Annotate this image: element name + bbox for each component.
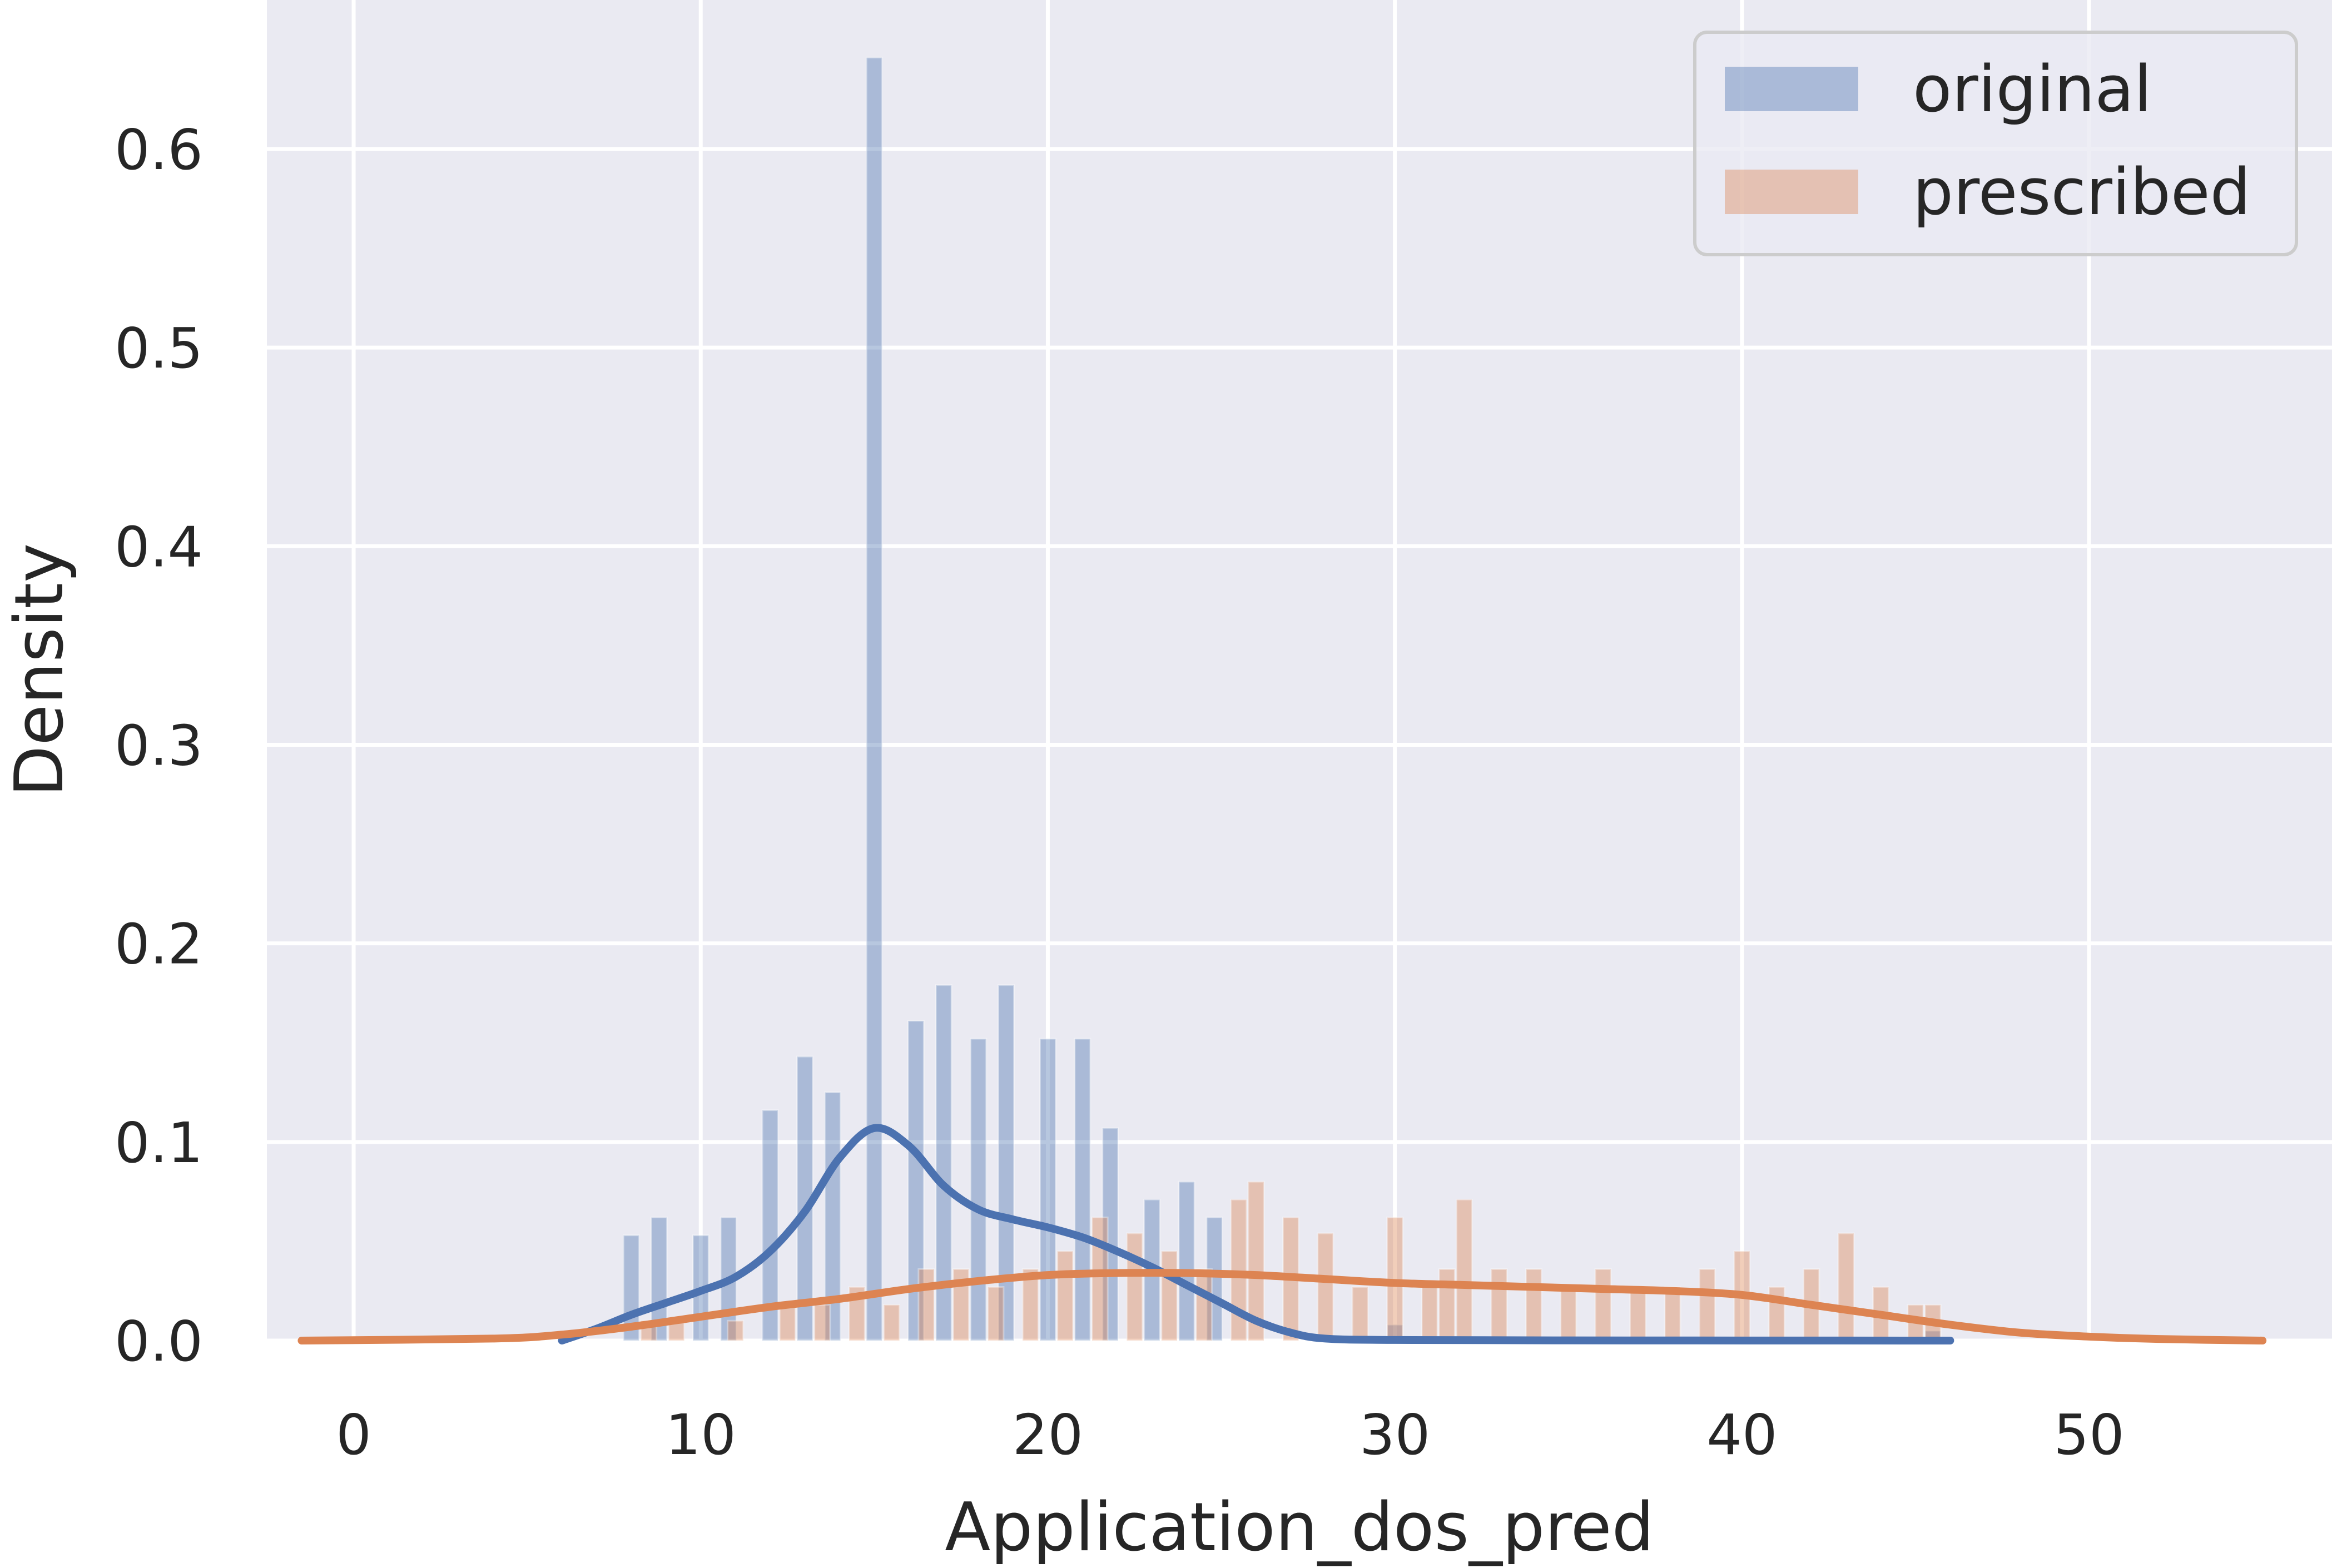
legend-swatch-prescribed [1725, 170, 1858, 214]
x-tick-label-30: 30 [1359, 1402, 1430, 1467]
hist-bar-prescribed-24 [1455, 1198, 1473, 1342]
hist-bar-prescribed-22 [1421, 1286, 1438, 1342]
hist-bar-prescribed-15 [1195, 1268, 1213, 1342]
legend-swatch-original [1725, 67, 1858, 111]
x-tick-label-20: 20 [1013, 1402, 1083, 1467]
hist-bar-prescribed-11 [1056, 1250, 1074, 1342]
x-tick-label-0: 0 [336, 1402, 371, 1467]
x-tick-label-50: 50 [2053, 1402, 2124, 1467]
hist-bar-prescribed-29 [1629, 1286, 1647, 1342]
hist-bar-original-16 [1178, 1180, 1195, 1342]
y-axis-label: Density [1, 543, 78, 797]
hist-bar-prescribed-25 [1490, 1268, 1508, 1342]
x-axis-label: Application_dos_pred [945, 1489, 1654, 1566]
hist-bar-prescribed-9 [987, 1286, 1005, 1342]
hist-bar-prescribed-13 [1125, 1232, 1144, 1342]
y-tick-label-0.3: 0.3 [115, 713, 203, 778]
legend: original prescribed [1693, 31, 2298, 256]
hist-bar-original-13 [1074, 1038, 1091, 1342]
hist-bar-prescribed-16 [1230, 1198, 1248, 1342]
hist-bar-prescribed-4 [813, 1304, 831, 1342]
grid [267, 0, 2332, 1343]
hist-bar-prescribed-28 [1594, 1268, 1612, 1342]
y-tick-label-0.5: 0.5 [115, 316, 203, 381]
hist-bar-prescribed-6 [883, 1304, 901, 1342]
hist-bar-prescribed-31 [1698, 1268, 1716, 1342]
y-tick-label-0.2: 0.2 [115, 912, 203, 977]
y-tick-labels: 0.0 0.1 0.2 0.3 0.4 0.5 0.6 [115, 117, 203, 1374]
hist-bar-prescribed-27 [1560, 1286, 1577, 1342]
hist-bar-prescribed-10 [1021, 1268, 1039, 1342]
y-tick-label-0.1: 0.1 [115, 1110, 203, 1175]
hist-bar-original-4 [761, 1109, 779, 1342]
x-tick-labels: 0 10 20 30 40 50 [336, 1402, 2124, 1467]
hist-bar-prescribed-12 [1091, 1217, 1109, 1342]
y-tick-label-0.0: 0.0 [115, 1309, 203, 1374]
kde-line-original [558, 1124, 1954, 1344]
hist-bar-original-12 [1039, 1038, 1056, 1342]
hist-bar-prescribed-2 [727, 1319, 745, 1342]
y-tick-label-0.6: 0.6 [115, 117, 203, 182]
hist-bar-prescribed-7 [917, 1268, 935, 1342]
hist-bar-original-17 [1205, 1217, 1223, 1342]
hist-bar-prescribed-35 [1837, 1232, 1855, 1342]
hist-bar-prescribed-26 [1525, 1268, 1542, 1342]
histogram-bars [622, 57, 1942, 1342]
hist-bar-prescribed-30 [1664, 1286, 1681, 1342]
kde-line-prescribed [297, 1269, 2267, 1344]
x-tick-label-10: 10 [666, 1402, 736, 1467]
hist-bar-prescribed-19 [1317, 1232, 1334, 1342]
hist-bar-original-14 [1102, 1127, 1119, 1342]
hist-bar-original-10 [970, 1038, 988, 1342]
y-tick-label-0.4: 0.4 [115, 514, 203, 579]
x-tick-label-40: 40 [1706, 1402, 1777, 1467]
hist-bar-prescribed-14 [1160, 1250, 1178, 1342]
hist-bar-prescribed-23 [1438, 1268, 1456, 1342]
hist-bar-original-7 [865, 57, 883, 1342]
legend-label-original: original [1913, 52, 2152, 127]
legend-label-prescribed: prescribed [1913, 155, 2251, 230]
legend-frame [1693, 31, 2298, 256]
kde-lines [297, 1124, 2267, 1344]
hist-bar-prescribed-3 [778, 1304, 796, 1342]
hist-bar-prescribed-20 [1351, 1286, 1369, 1342]
